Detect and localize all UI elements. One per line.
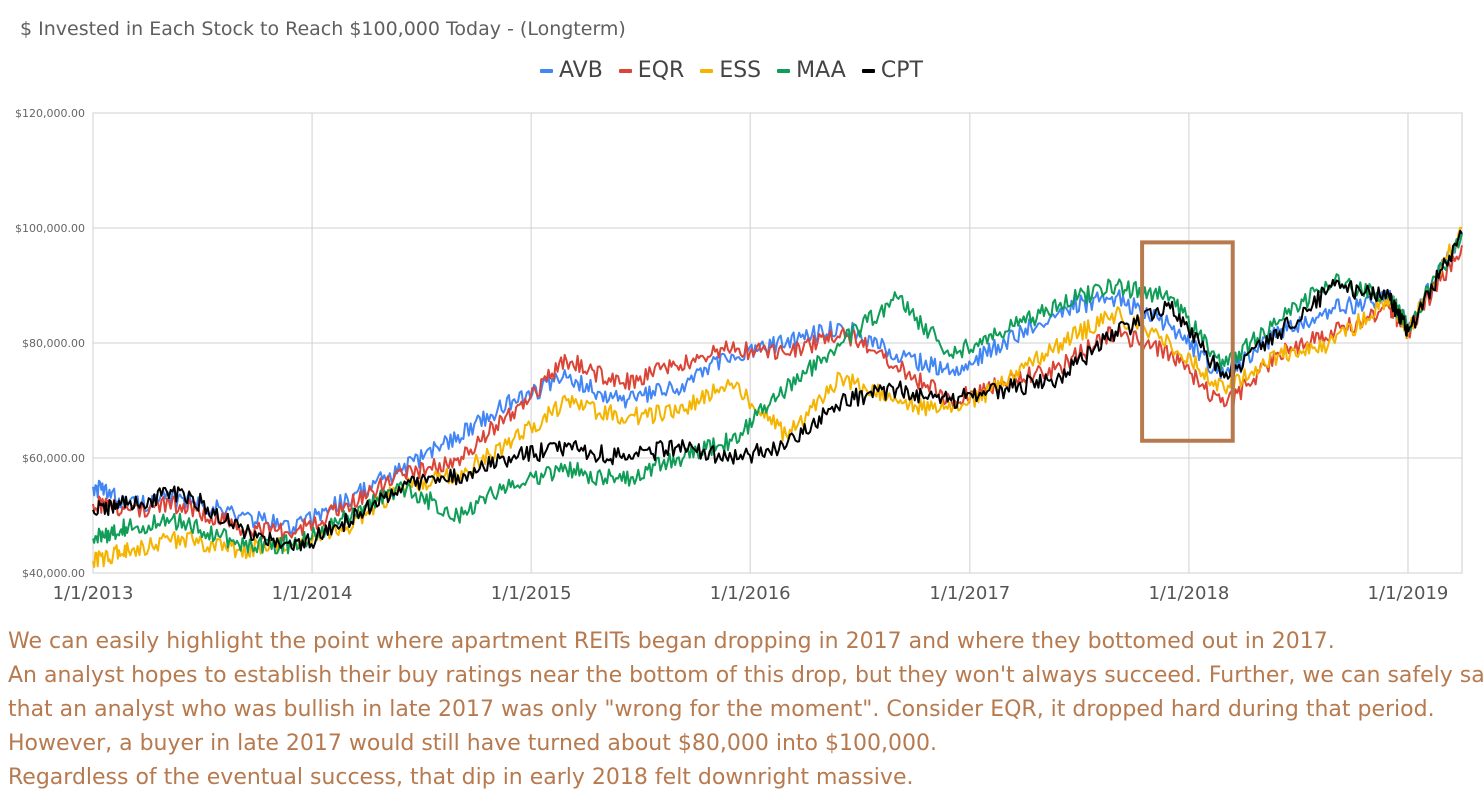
legend-item-ess[interactable]: ESS [700, 58, 761, 83]
x-tick-label: 1/1/2017 [929, 583, 1010, 604]
legend-item-avb[interactable]: AVB [540, 58, 603, 83]
legend-item-cpt[interactable]: CPT [861, 58, 923, 83]
caption-line-1: We can easily highlight the point where … [8, 629, 1335, 654]
legend-label-cpt: CPT [880, 58, 923, 83]
legend-label-avb: AVB [559, 58, 603, 83]
x-tick-label: 1/1/2019 [1368, 583, 1449, 604]
legend-swatch-maa [777, 68, 791, 73]
y-tick-label: $80,000.00 [22, 337, 85, 350]
legend-item-eqr[interactable]: EQR [618, 58, 685, 83]
series-lines [92, 226, 1463, 568]
y-tick-label: $100,000.00 [15, 222, 85, 235]
series-line-cpt [92, 229, 1463, 552]
y-tick-label: $120,000.00 [15, 107, 85, 120]
legend-label-ess: ESS [719, 58, 762, 83]
series-line-eqr [92, 245, 1463, 542]
legend-label-maa: MAA [796, 58, 846, 83]
y-tick-label: $60,000.00 [22, 452, 85, 465]
highlight-box [1140, 240, 1235, 443]
legend-swatch-eqr [618, 68, 632, 73]
legend-item-maa[interactable]: MAA [777, 58, 846, 83]
legend-label-eqr: EQR [637, 58, 685, 83]
line-chart: $40,000.00 $60,000.00 $80,000.00 $100,000.0… [15, 107, 1463, 604]
caption-text: We can easily highlight the point where … [8, 625, 1483, 795]
x-tick-label: 1/1/2015 [491, 583, 572, 604]
series-line-maa [92, 233, 1463, 555]
x-tick-label: 1/1/2018 [1148, 583, 1229, 604]
y-axis: $40,000.00 $60,000.00 $80,000.00 $100,000.0… [15, 107, 85, 580]
x-tick-label: 1/1/2014 [272, 583, 353, 604]
legend-swatch-avb [540, 68, 553, 73]
x-tick-label: 1/1/2016 [710, 583, 791, 604]
caption-line-4: However, a buyer in late 2017 would stil… [8, 731, 937, 756]
caption-line-3: that an analyst who was bullish in late … [8, 697, 1435, 722]
caption-line-5: Regardless of the eventual success, that… [8, 765, 914, 790]
caption-line-2: An analyst hopes to establish their buy … [8, 663, 1483, 688]
x-tick-label: 1/1/2013 [53, 583, 134, 604]
chart-legend: AVB EQR ESS MAA CPT [540, 58, 923, 83]
legend-swatch-cpt [861, 68, 875, 73]
legend-swatch-ess [700, 68, 714, 73]
x-axis: 1/1/2013 1/1/2014 1/1/2015 1/1/2016 1/1/2017… [53, 583, 1449, 604]
chart-title: $ Invested in Each Stock to Reach $100,0… [20, 18, 626, 40]
chart-annotations [1140, 240, 1235, 443]
y-tick-label: $40,000.00 [22, 567, 85, 580]
